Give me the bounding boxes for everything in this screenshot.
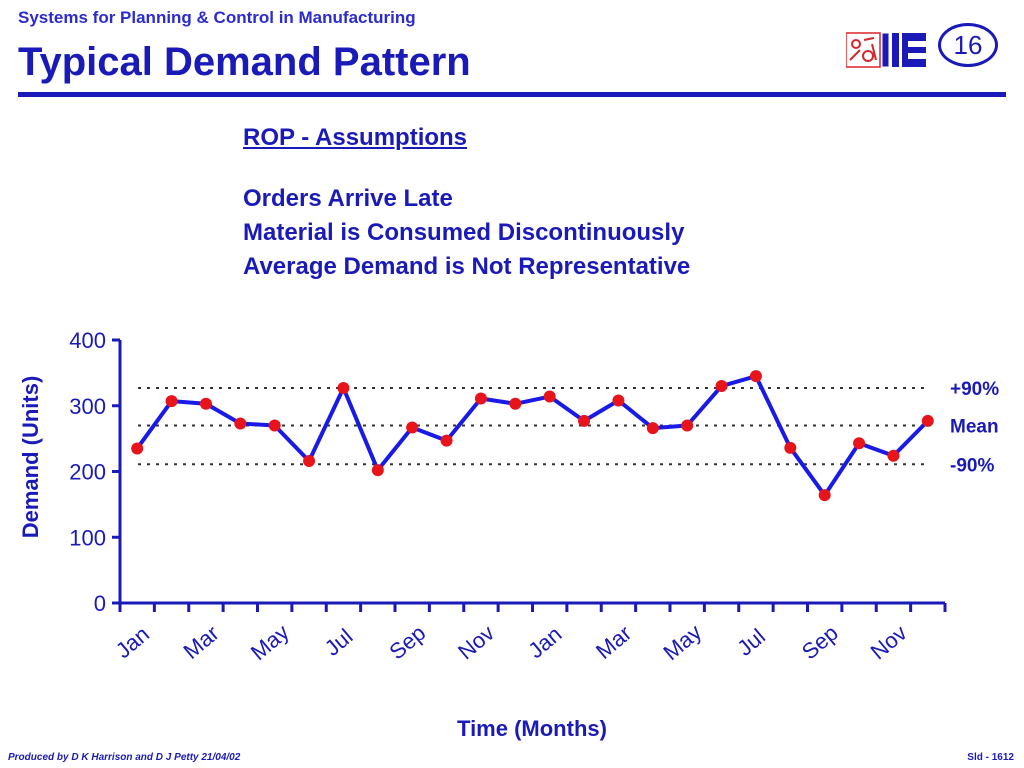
y-tick-label: 400 bbox=[69, 328, 106, 353]
data-point bbox=[165, 395, 178, 408]
footer-credit: Produced by D K Harrison and D J Petty 2… bbox=[8, 752, 241, 763]
reference-label: Mean bbox=[950, 416, 999, 437]
slide-number-badge: 16 bbox=[938, 23, 998, 67]
y-tick-label: 0 bbox=[94, 591, 106, 616]
footer-slide-ref: Sld - 1612 bbox=[967, 752, 1014, 763]
data-point bbox=[131, 442, 144, 455]
x-tick-label: Jan bbox=[111, 621, 154, 663]
reference-label: +90% bbox=[950, 379, 999, 400]
assumption-item: Orders Arrive Late bbox=[243, 185, 453, 212]
x-tick-label: Mar bbox=[179, 621, 224, 665]
page-title: Typical Demand Pattern bbox=[18, 40, 471, 84]
data-point bbox=[784, 441, 797, 454]
x-tick-label: Sep bbox=[384, 620, 430, 664]
data-point bbox=[887, 449, 900, 462]
x-tick-label: Jan bbox=[523, 621, 566, 663]
data-point bbox=[303, 454, 316, 467]
data-point bbox=[921, 414, 934, 427]
data-point bbox=[749, 370, 762, 383]
demand-series-line bbox=[135, 374, 930, 498]
x-tick-label: Mar bbox=[591, 621, 636, 665]
data-point bbox=[612, 394, 625, 407]
data-point bbox=[371, 464, 384, 477]
x-axis-title: Time (Months) bbox=[457, 716, 607, 741]
data-point bbox=[543, 390, 556, 403]
x-tick-label: Nov bbox=[866, 620, 912, 664]
data-point bbox=[406, 421, 419, 434]
assumption-item: Average Demand is Not Representative bbox=[243, 253, 691, 280]
data-point bbox=[646, 422, 659, 435]
title-rule bbox=[18, 92, 1006, 97]
x-tick-label: Jul bbox=[320, 624, 358, 661]
y-tick-label: 200 bbox=[69, 460, 106, 485]
x-tick-label: Jul bbox=[732, 624, 770, 661]
data-point bbox=[681, 419, 694, 432]
data-point bbox=[337, 381, 350, 394]
data-point bbox=[474, 392, 487, 405]
y-axis-title: Demand (Units) bbox=[18, 376, 43, 539]
x-tick-label: Sep bbox=[797, 620, 843, 664]
assumptions-block: ROP - Assumptions Orders Arrive Late Mat… bbox=[243, 124, 690, 284]
assumption-item: Material is Consumed Discontinuously bbox=[243, 219, 685, 246]
data-point bbox=[268, 419, 281, 432]
data-point bbox=[853, 437, 866, 450]
assumptions-heading: ROP - Assumptions bbox=[243, 124, 468, 151]
y-tick-label: 100 bbox=[69, 525, 106, 550]
x-tick-label: Nov bbox=[453, 620, 499, 664]
data-point bbox=[234, 417, 247, 430]
course-subtitle: Systems for Planning & Control in Manufa… bbox=[18, 8, 416, 27]
data-point bbox=[715, 380, 728, 393]
data-point bbox=[440, 434, 453, 447]
x-tick-label: May bbox=[246, 619, 294, 665]
data-point bbox=[509, 397, 522, 410]
x-tick-label: May bbox=[658, 619, 706, 665]
data-point bbox=[818, 489, 831, 502]
reference-label: -90% bbox=[950, 455, 994, 476]
iie-logo bbox=[846, 32, 926, 68]
data-point bbox=[199, 397, 212, 410]
y-tick-label: 300 bbox=[69, 394, 106, 419]
data-point bbox=[578, 414, 591, 427]
